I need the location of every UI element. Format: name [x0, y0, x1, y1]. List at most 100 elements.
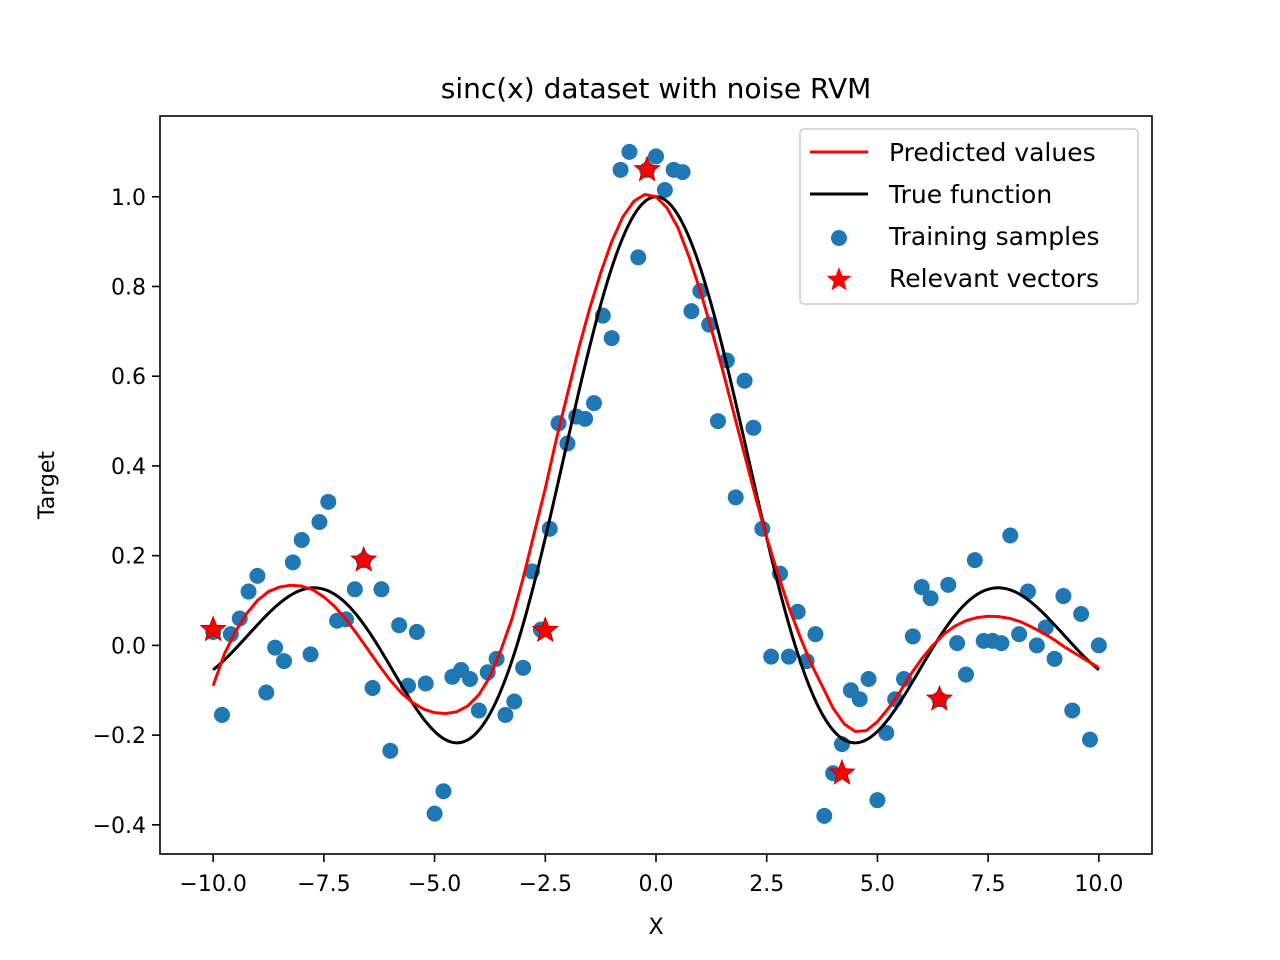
training-sample-point: [1064, 702, 1081, 719]
plot-series: [199, 143, 1107, 824]
training-sample-point: [869, 792, 886, 809]
relevant-vector-star: [633, 155, 661, 182]
legend-training-marker-icon: [831, 230, 847, 246]
training-sample-point: [674, 164, 691, 181]
training-sample-point: [958, 666, 974, 683]
x-tick-label: −2.5: [519, 872, 572, 897]
training-sample-point: [949, 635, 966, 652]
training-sample-point: [780, 648, 797, 665]
training-sample-point: [258, 684, 275, 701]
training-sample-point: [320, 493, 337, 510]
relevant-vector-star: [828, 758, 856, 785]
y-axis-ticks: −0.4 −0.2 0.0 0.2 0.4 0.6 0.8 1.0: [93, 186, 160, 839]
training-sample-point: [293, 531, 310, 548]
training-sample-point: [470, 702, 487, 719]
training-sample-point: [648, 148, 664, 165]
training-sample-point: [240, 583, 257, 600]
relevant-vector-star: [531, 616, 559, 643]
training-sample-point: [603, 330, 620, 347]
y-axis-label: Target: [35, 451, 60, 520]
chart-title: sinc(x) dataset with noise RVM: [441, 72, 872, 105]
training-sample-point: [860, 671, 877, 688]
training-sample-point: [745, 419, 762, 436]
training-sample-point: [231, 610, 248, 627]
training-sample-point: [1082, 731, 1098, 748]
training-sample-point: [966, 552, 983, 569]
training-sample-point: [763, 648, 780, 665]
x-tick-label: −10.0: [179, 872, 246, 897]
training-sample-point: [267, 639, 284, 656]
training-sample-point: [727, 489, 744, 506]
training-sample-point: [851, 691, 868, 708]
x-tick-label: 7.5: [971, 872, 1006, 897]
x-axis-ticks: −10.0 −7.5 −5.0 −2.5 0.0 2.5 5.0 7.5 10.0: [179, 854, 1123, 897]
training-sample-point: [1055, 588, 1072, 605]
y-tick-label: 0.6: [111, 365, 146, 390]
x-tick-label: 10.0: [1074, 872, 1123, 897]
relevant-vector-star: [925, 684, 954, 711]
training-sample-point: [789, 603, 806, 620]
predicted-values-line: [211, 193, 1100, 734]
training-sample-point: [612, 161, 629, 178]
training-sample-point: [249, 567, 266, 584]
training-sample-point: [346, 581, 363, 598]
training-sample-point: [515, 659, 532, 676]
legend-box: [799, 128, 1139, 305]
training-sample-point: [364, 680, 381, 697]
training-sample-point: [586, 395, 602, 412]
training-sample-point: [462, 671, 478, 688]
y-tick-label: 0.4: [111, 455, 146, 480]
training-sample-point: [683, 303, 700, 320]
training-sample-point: [621, 143, 638, 160]
training-sample-point: [878, 724, 895, 741]
relevant-vector-star: [199, 615, 227, 642]
training-sample-point: [993, 635, 1010, 652]
y-tick-label: 0.0: [111, 634, 146, 659]
x-tick-label: 2.5: [749, 872, 784, 897]
training-sample-point: [896, 671, 912, 688]
x-tick-label: 0.0: [639, 872, 674, 897]
x-axis-label: X: [648, 915, 663, 940]
training-sample-point: [940, 576, 957, 593]
training-sample-point: [391, 617, 408, 634]
y-tick-label: −0.2: [93, 724, 146, 749]
training-sample-point: [417, 675, 434, 692]
legend-training-label: Training samples: [888, 222, 1100, 251]
legend-relevant-star-icon: [826, 267, 852, 291]
training-sample-point: [1090, 637, 1107, 654]
training-sample-point: [710, 413, 726, 430]
training-sample-point: [506, 693, 523, 710]
training-sample-point: [904, 628, 921, 645]
legend-true-label: True function: [888, 180, 1052, 209]
training-sample-point: [736, 372, 753, 389]
training-sample-point: [408, 623, 425, 640]
training-sample-point: [1002, 527, 1019, 544]
training-sample-point: [284, 554, 301, 571]
training-sample-point: [807, 626, 824, 643]
training-sample-point: [816, 807, 833, 824]
x-tick-label: −7.5: [297, 872, 350, 897]
legend: Predicted values True function Training …: [799, 128, 1139, 305]
legend-predicted-label: Predicted values: [889, 138, 1096, 167]
training-sample-point: [1028, 637, 1045, 654]
x-tick-label: −5.0: [408, 872, 461, 897]
training-sample-point: [1011, 626, 1028, 643]
training-sample-point: [497, 706, 514, 723]
legend-relevant-label: Relevant vectors: [889, 264, 1099, 293]
training-sample-point: [630, 249, 647, 266]
training-sample-point: [426, 805, 443, 822]
y-tick-label: 1.0: [111, 186, 146, 211]
y-tick-label: 0.8: [111, 275, 146, 300]
training-sample-point: [913, 579, 930, 596]
y-tick-label: −0.4: [93, 814, 146, 839]
training-sample-point: [1073, 605, 1090, 622]
training-sample-point: [577, 410, 594, 427]
training-sample-point: [302, 646, 319, 663]
training-sample-point: [373, 581, 390, 598]
training-sample-point: [922, 590, 939, 607]
training-sample-point: [1046, 650, 1063, 667]
x-tick-label: 5.0: [860, 872, 895, 897]
plot-area: [199, 143, 1107, 824]
training-sample-point: [276, 653, 292, 670]
